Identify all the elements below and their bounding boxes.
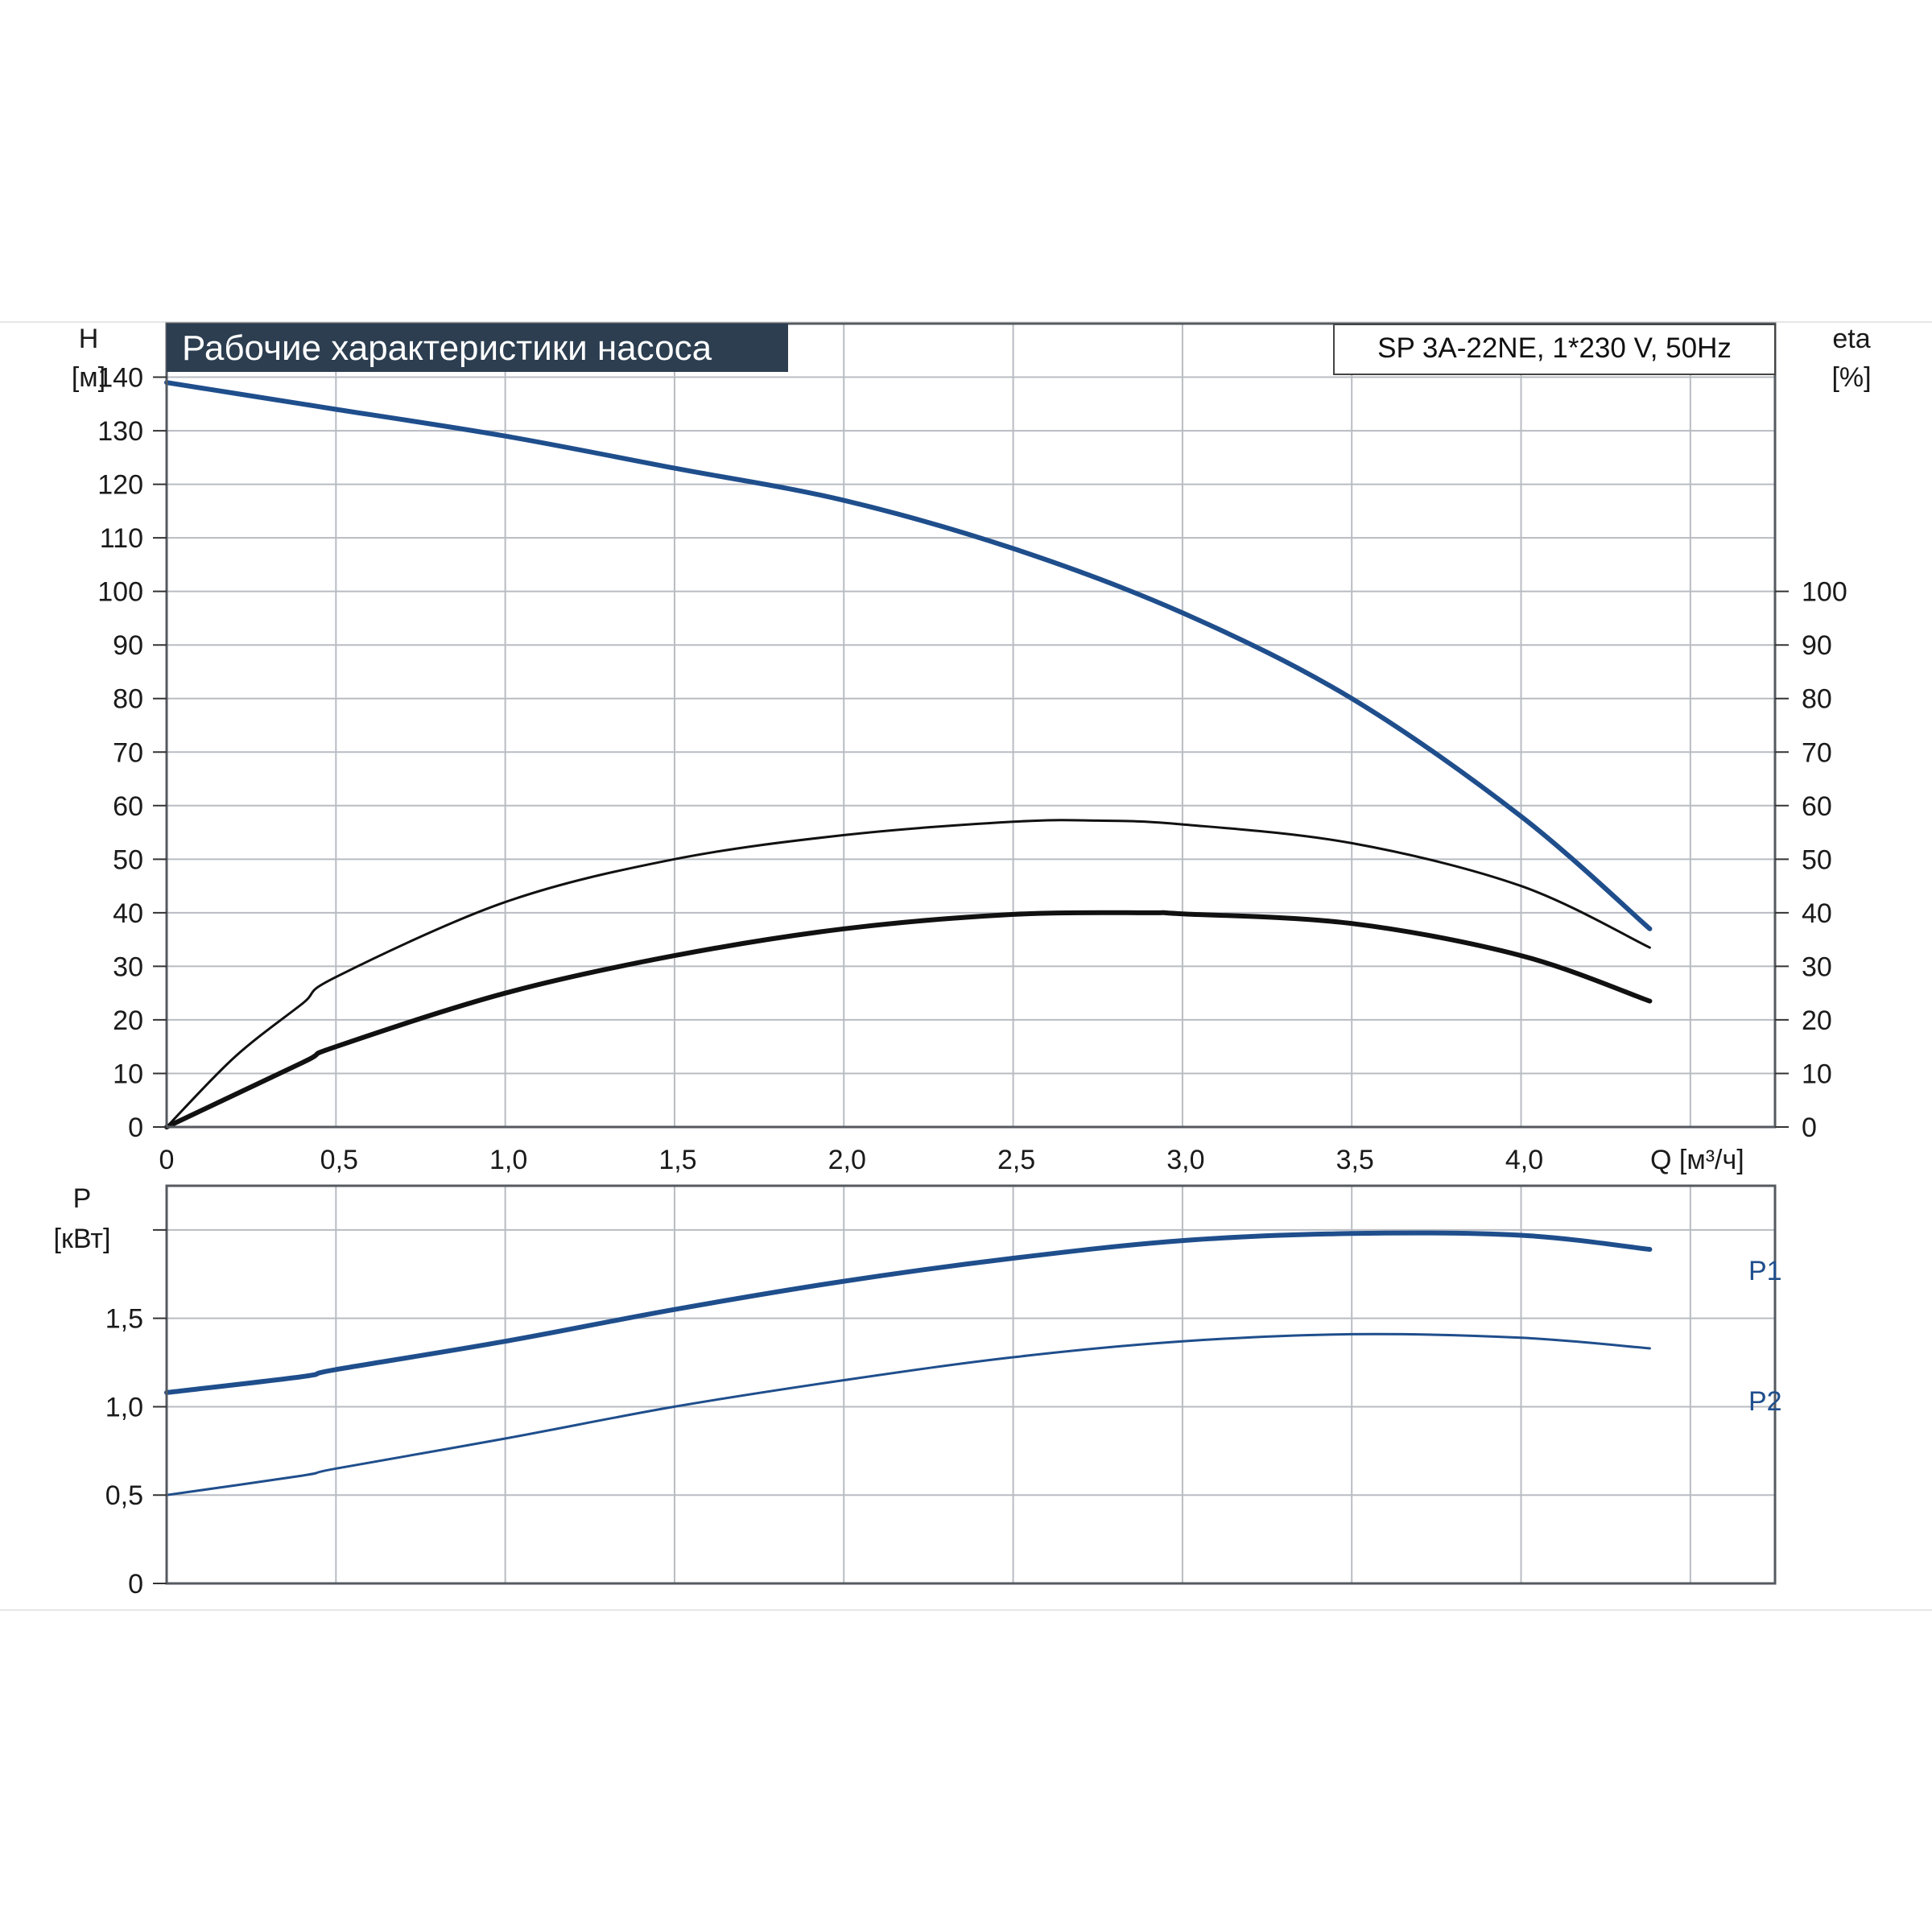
eta-tick-label: 10 (1802, 1059, 1832, 1089)
eta-tick-label: 0 (1802, 1113, 1817, 1143)
head-tick-label: 100 (97, 577, 143, 608)
flow-axis-label: Q [м³/ч] (1650, 1145, 1744, 1175)
power-panel: 0 0,5 1,0 1,5 P [кВт] P1 P2 (54, 1183, 1782, 1600)
top-curves (164, 380, 1653, 1129)
head-tick-label: 90 (113, 630, 143, 661)
eta-tick-label: 100 (1802, 577, 1847, 608)
power-axis-unit: [кВт] (54, 1224, 111, 1254)
eta-axis-ticks: 0 10 20 30 40 50 60 70 80 90 100 (1775, 577, 1847, 1143)
head-tick-label: 80 (113, 684, 143, 715)
power-tick-label: 1,0 (105, 1392, 143, 1422)
flow-tick-label: 3,0 (1166, 1145, 1204, 1175)
power-tick-label: 0 (128, 1569, 143, 1600)
head-axis-ticks: 0 10 20 30 40 50 60 70 80 90 100 110 120 130 140 (97, 363, 167, 1143)
eta-tick-label: 70 (1802, 737, 1832, 768)
flow-tick-label: 1,0 (489, 1145, 527, 1175)
p2-series-label: P2 (1748, 1386, 1782, 1417)
top-plot-frame (165, 322, 1777, 1129)
p2-curve (165, 1332, 1651, 1496)
eta-tick-label: 80 (1802, 684, 1832, 715)
model-label: SP 3A-22NE, 1*230 V, 50Hz (1377, 332, 1732, 364)
power-tick-label: 1,5 (105, 1304, 143, 1335)
head-axis-unit: [м] (72, 362, 105, 393)
head-tick-label: 140 (97, 363, 143, 394)
eta-tick-label: 20 (1802, 1005, 1832, 1036)
eta-axis-label: eta (1832, 324, 1870, 354)
head-tick-label: 20 (113, 1005, 143, 1036)
chart-title: Рабочие характеристики насоса (182, 328, 712, 368)
flow-tick-label: 0,5 (320, 1145, 358, 1175)
power-series-labels: P1 P2 (1748, 1256, 1782, 1417)
head-efficiency-panel: 0 10 20 30 40 50 60 70 80 90 100 110 120 130 140 0 10 20… (72, 322, 1872, 1175)
bottom-curves (164, 1230, 1653, 1496)
flow-tick-label: 1,5 (658, 1145, 696, 1175)
head-tick-label: 10 (113, 1059, 143, 1089)
flow-tick-label: 2,0 (828, 1145, 866, 1175)
eta-pump-curve (165, 819, 1651, 1129)
eta-tick-label: 40 (1802, 898, 1832, 929)
p1-series-label: P1 (1748, 1256, 1782, 1286)
flow-tick-label: 3,5 (1336, 1145, 1374, 1175)
eta-tick-label: 60 (1802, 791, 1832, 822)
flow-axis-ticks: 0 0,5 1,0 1,5 2,0 2,5 3,0 3,5 4,0 (159, 1145, 1544, 1175)
eta-tick-label: 30 (1802, 952, 1832, 982)
model-box (1333, 324, 1776, 375)
head-tick-label: 0 (128, 1113, 143, 1143)
p1-curve (164, 1230, 1653, 1395)
head-tick-label: 40 (113, 898, 143, 929)
flow-tick-label: 4,0 (1505, 1145, 1543, 1175)
flow-tick-label: 0 (159, 1145, 175, 1175)
eta-total-curve (164, 910, 1653, 1129)
eta-tick-label: 90 (1802, 630, 1832, 661)
head-tick-label: 70 (113, 737, 143, 768)
head-curve (164, 380, 1653, 931)
power-tick-label: 0,5 (105, 1480, 143, 1511)
bottom-grid (167, 1186, 1775, 1583)
bottom-plot-frame (165, 1184, 1777, 1585)
flow-tick-label: 2,5 (997, 1145, 1035, 1175)
head-tick-label: 110 (100, 523, 143, 554)
head-tick-label: 60 (113, 791, 143, 822)
power-axis-ticks: 0 0,5 1,0 1,5 (105, 1228, 167, 1600)
head-tick-label: 130 (97, 416, 143, 447)
power-axis-label: P (73, 1183, 92, 1214)
eta-tick-label: 50 (1802, 844, 1832, 875)
head-tick-label: 30 (113, 952, 143, 982)
eta-axis-unit: [%] (1831, 362, 1871, 393)
head-axis-label: H (79, 324, 99, 354)
title-badge (167, 324, 788, 372)
head-tick-label: 120 (97, 470, 143, 501)
top-grid (167, 324, 1775, 1127)
head-tick-label: 50 (113, 844, 143, 875)
